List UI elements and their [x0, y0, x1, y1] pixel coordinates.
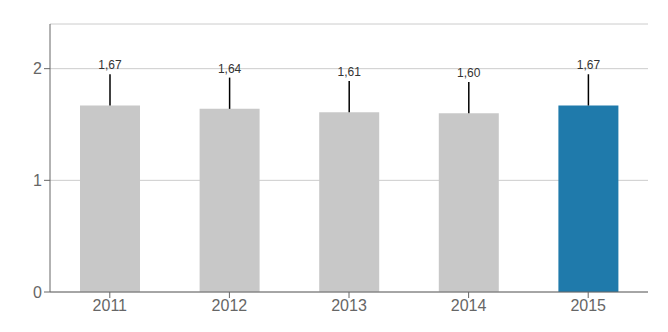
svg-text:2011: 2011 [93, 297, 128, 314]
svg-text:2: 2 [33, 60, 42, 77]
svg-text:2013: 2013 [331, 297, 367, 314]
svg-text:1,60: 1,60 [457, 66, 481, 80]
svg-text:1,64: 1,64 [218, 62, 242, 76]
svg-text:1,67: 1,67 [98, 58, 122, 72]
svg-text:2014: 2014 [451, 297, 487, 314]
svg-text:0: 0 [33, 284, 42, 301]
svg-text:2012: 2012 [212, 297, 248, 314]
svg-text:1,61: 1,61 [338, 65, 362, 79]
svg-text:2015: 2015 [570, 297, 606, 314]
svg-text:1: 1 [33, 172, 42, 189]
svg-text:1,67: 1,67 [577, 58, 601, 72]
